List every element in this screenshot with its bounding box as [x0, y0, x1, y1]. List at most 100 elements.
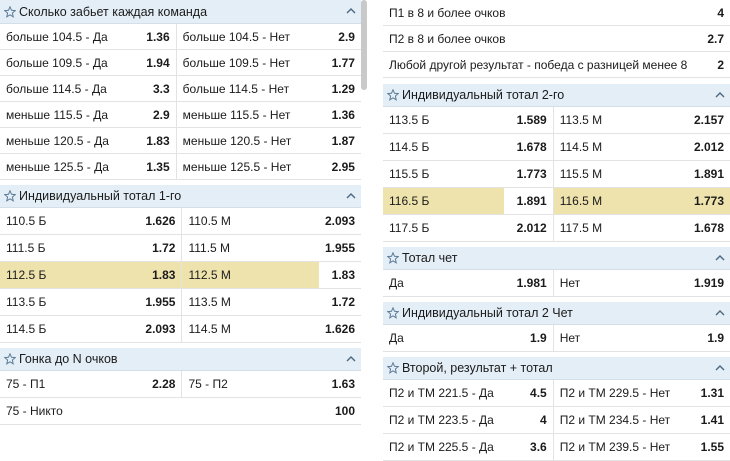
- odds-value[interactable]: 1.72: [331, 295, 356, 309]
- outcome-label: П2 и ТМ 229.5 - Нет: [559, 386, 671, 400]
- odds-value[interactable]: 1.891: [504, 188, 554, 214]
- chevron-up-icon[interactable]: [346, 0, 356, 22]
- outcome-label: П2 и ТМ 225.5 - Да: [389, 440, 494, 454]
- odds-value[interactable]: 2.28: [129, 371, 183, 397]
- outcome-label: 116.5 М: [553, 188, 681, 214]
- odds-value[interactable]: 1.35: [133, 154, 177, 179]
- odds-value[interactable]: 2.012: [693, 140, 725, 154]
- outcome-label: 111.5 Б: [6, 241, 46, 255]
- odds-value[interactable]: 2.7: [707, 31, 724, 46]
- odds-value[interactable]: 1.31: [700, 386, 725, 400]
- odds-value[interactable]: 1.773: [504, 161, 554, 187]
- odds-row: 111.5 Б 1.72 111.5 М 1.955: [0, 235, 361, 262]
- outcome-label: меньше 115.5 - Нет: [182, 107, 291, 122]
- chevron-up-icon[interactable]: [715, 357, 725, 379]
- odds-value[interactable]: 1.29: [331, 81, 355, 96]
- chevron-up-icon[interactable]: [715, 302, 725, 324]
- odds-row: 114.5 Б 2.093 114.5 М 1.626: [0, 316, 361, 343]
- odds-value[interactable]: 1.83: [331, 268, 356, 282]
- outcome-label: 113.5 Б: [6, 295, 47, 309]
- odds-value[interactable]: 1.63: [331, 377, 356, 391]
- star-icon[interactable]: [1, 353, 19, 365]
- odds-row: 113.5 Б 1.589 113.5 М 2.157: [383, 107, 730, 134]
- odds-value[interactable]: 1.36: [331, 107, 355, 122]
- odds-row: 117.5 Б 2.012 117.5 М 1.678: [383, 215, 730, 242]
- section-header[interactable]: Сколько забьет каждая команда: [0, 0, 361, 24]
- odds-value[interactable]: 2.093: [129, 316, 183, 342]
- odds-value[interactable]: 1.626: [129, 208, 183, 234]
- odds-value[interactable]: 4: [717, 5, 724, 20]
- chevron-up-icon[interactable]: [715, 84, 725, 106]
- odds-value[interactable]: 1.678: [504, 134, 554, 160]
- odds-value[interactable]: 3.3: [133, 76, 177, 101]
- outcome-label: П2 и ТМ 239.5 - Нет: [559, 440, 671, 454]
- odds-value[interactable]: 1.891: [693, 167, 725, 181]
- section-title: Индивидуальный тотал 2-го: [402, 88, 565, 102]
- chevron-up-icon[interactable]: [346, 348, 356, 370]
- odds-value[interactable]: 2.9: [338, 29, 355, 44]
- odds-value[interactable]: 1.9: [504, 325, 554, 351]
- odds-value[interactable]: 2.012: [504, 215, 554, 241]
- odds-value[interactable]: 1.55: [700, 440, 725, 454]
- star-icon[interactable]: [384, 307, 402, 319]
- outcome-label: 115.5 Б: [389, 167, 430, 181]
- section-header[interactable]: Индивидуальный тотал 2 Чет: [383, 302, 730, 325]
- odds-row: больше 109.5 - Да 1.94 больше 109.5 - Не…: [0, 50, 361, 76]
- outcome-label: больше 104.5 - Нет: [182, 29, 290, 44]
- odds-value[interactable]: 1.72: [129, 235, 183, 261]
- section-header[interactable]: Гонка до N очков: [0, 348, 361, 371]
- star-icon[interactable]: [384, 89, 402, 101]
- odds-value[interactable]: 2.093: [324, 214, 356, 228]
- outcome-label: больше 109.5 - Да: [6, 55, 108, 70]
- outcome-label: больше 109.5 - Нет: [182, 55, 290, 70]
- market-section: Индивидуальный тотал 2 Чет Да 1.9 Нет 1.…: [383, 302, 730, 352]
- outcome-label: больше 114.5 - Нет: [182, 81, 290, 96]
- odds-row: меньше 120.5 - Да 1.83 меньше 120.5 - Не…: [0, 128, 361, 154]
- odds-value[interactable]: 1.626: [324, 322, 356, 336]
- outcome-label: 113.5 Б: [389, 113, 430, 127]
- odds-value[interactable]: 1.77: [331, 55, 355, 70]
- odds-value[interactable]: 1.955: [129, 289, 183, 315]
- left-market-column: Сколько забьет каждая команда больше 104…: [0, 0, 361, 425]
- odds-value[interactable]: 1.36: [133, 24, 177, 49]
- odds-value[interactable]: 100: [334, 404, 355, 418]
- outcome-label: меньше 125.5 - Нет: [182, 159, 292, 174]
- odds-value[interactable]: 1.87: [331, 133, 355, 148]
- odds-value[interactable]: 1.94: [133, 50, 177, 75]
- outcome-label: 112.5 М: [182, 262, 320, 288]
- odds-value[interactable]: 2: [717, 57, 724, 72]
- odds-value[interactable]: 1.955: [324, 241, 356, 255]
- star-icon[interactable]: [384, 362, 402, 374]
- scrollbar-thumb[interactable]: [361, 0, 367, 90]
- odds-value[interactable]: 4.5: [510, 380, 554, 406]
- odds-value[interactable]: 2.95: [331, 159, 355, 174]
- odds-row: П2 и ТМ 225.5 - Да 3.6 П2 и ТМ 239.5 - Н…: [383, 434, 730, 461]
- chevron-up-icon[interactable]: [346, 185, 356, 207]
- outcome-label: 115.5 М: [559, 167, 603, 181]
- odds-value[interactable]: 1.919: [693, 276, 725, 290]
- odds-value[interactable]: 2.157: [693, 113, 725, 127]
- star-icon[interactable]: [1, 5, 19, 18]
- section-header[interactable]: Индивидуальный тотал 1-го: [0, 185, 361, 208]
- odds-value[interactable]: 1.9: [707, 331, 725, 345]
- odds-value[interactable]: 1.83: [133, 128, 177, 153]
- odds-value[interactable]: 1.981: [504, 270, 554, 296]
- market-section: Индивидуальный тотал 1-го 110.5 Б 1.626 …: [0, 185, 361, 343]
- outcome-label: меньше 125.5 - Да: [6, 159, 109, 174]
- star-icon[interactable]: [384, 252, 402, 264]
- odds-value[interactable]: 1.773: [680, 188, 730, 214]
- odds-row-selected: 116.5 Б 1.891 116.5 М 1.773: [383, 188, 730, 215]
- market-section: П1 в 8 и более очков 4 П2 в 8 и более оч…: [383, 0, 730, 78]
- section-header[interactable]: Второй, результат + тотал: [383, 357, 730, 380]
- odds-value[interactable]: 1.83: [129, 262, 183, 288]
- odds-value[interactable]: 1.589: [504, 107, 554, 133]
- odds-value[interactable]: 2.9: [133, 102, 177, 127]
- chevron-up-icon[interactable]: [715, 247, 725, 269]
- section-header[interactable]: Индивидуальный тотал 2-го: [383, 84, 730, 107]
- outcome-label: Да: [389, 276, 404, 290]
- odds-value[interactable]: 1.678: [693, 221, 725, 235]
- odds-value[interactable]: 3.6: [510, 434, 554, 460]
- section-header[interactable]: Тотал чет: [383, 247, 730, 270]
- outcome-label: Нет: [559, 276, 581, 290]
- star-icon[interactable]: [1, 190, 19, 202]
